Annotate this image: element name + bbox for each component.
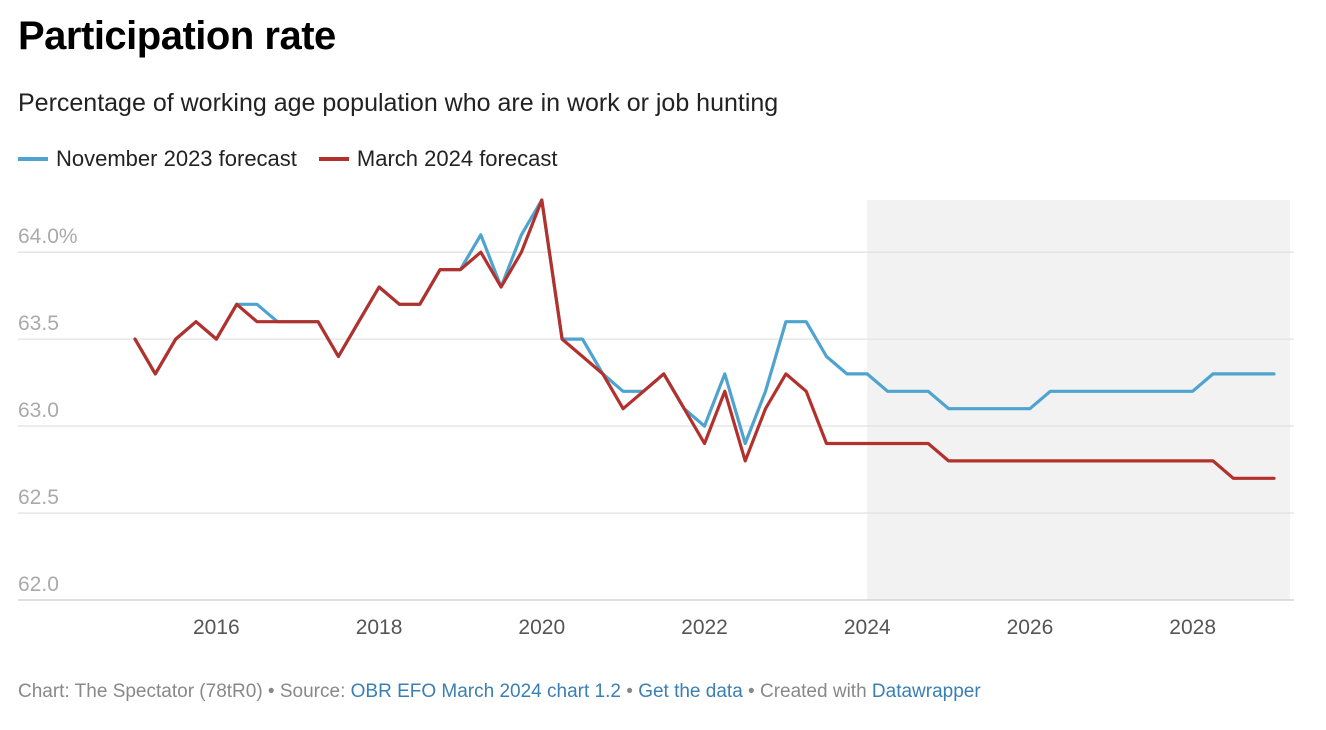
legend-item-mar-2024: March 2024 forecast (318, 146, 558, 172)
get-data-link[interactable]: Get the data (638, 681, 743, 702)
x-tick-label: 2026 (1007, 616, 1054, 639)
legend-item-nov-2023: November 2023 forecast (18, 146, 297, 172)
source-link[interactable]: OBR EFO March 2024 chart 1.2 (350, 681, 621, 702)
y-tick-label: 63.5 (18, 312, 59, 335)
y-tick-label: 62.5 (18, 486, 59, 509)
x-tick-label: 2020 (518, 616, 565, 639)
chart-credit: Chart: The Spectator (78tR0) (18, 681, 263, 702)
footer-separator: • Created with (742, 681, 872, 702)
legend-swatch-nov-2023 (18, 157, 48, 161)
chart-title: Participation rate (18, 14, 336, 58)
datawrapper-link[interactable]: Datawrapper (871, 681, 981, 702)
x-tick-label: 2028 (1169, 616, 1216, 639)
x-tick-label: 2022 (681, 616, 728, 639)
legend-label-mar-2024: March 2024 forecast (356, 146, 558, 171)
line-chart: 62.0 62.5 63.0 63.5 64.0% 2016 2018 2020 2022 202… (18, 198, 1294, 639)
forecast-shading (867, 200, 1290, 600)
chart-subtitle: Percentage of working age population who… (18, 89, 779, 117)
footer-separator: • Source: (262, 681, 351, 702)
x-tick-label: 2018 (356, 616, 403, 639)
footer: Chart: The Spectator (78tR0) • Source: O… (18, 681, 981, 703)
legend-swatch-mar-2024 (318, 157, 349, 161)
legend-label-nov-2023: November 2023 forecast (56, 146, 297, 171)
footer-separator: • (620, 681, 639, 702)
y-tick-label: 64.0% (18, 225, 78, 248)
y-tick-label: 62.0 (18, 573, 59, 596)
x-tick-label: 2024 (844, 616, 891, 639)
legend: November 2023 forecast March 2024 foreca… (18, 146, 579, 172)
x-tick-label: 2016 (193, 616, 240, 639)
y-tick-label: 63.0 (18, 399, 59, 422)
series-line-mar-2024 (133, 198, 1276, 480)
